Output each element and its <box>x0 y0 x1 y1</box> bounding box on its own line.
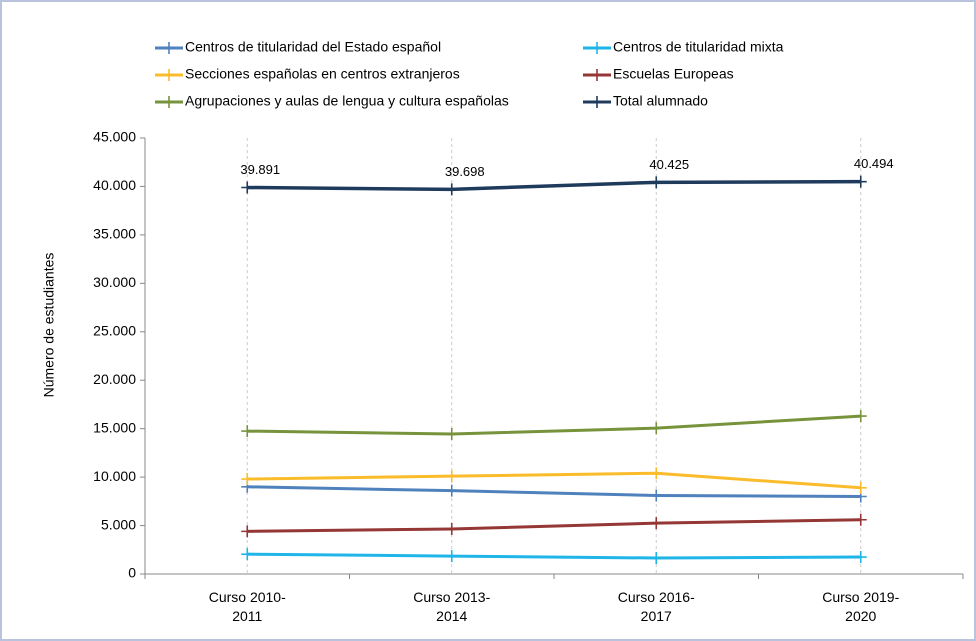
legend-marker <box>163 96 175 108</box>
point-marker <box>854 551 867 564</box>
point-marker <box>650 422 663 435</box>
point-marker <box>445 550 458 563</box>
data-label: 40.425 <box>649 157 689 172</box>
point-marker <box>241 548 254 561</box>
x-tick-label: Curso 2019-2020 <box>822 589 900 624</box>
point-marker <box>854 481 867 494</box>
y-tick-label: 20.000 <box>93 371 136 387</box>
series-line <box>247 414 861 436</box>
y-tick-label: 0 <box>128 565 136 581</box>
point-marker <box>241 525 254 538</box>
y-tick-label: 15.000 <box>93 419 136 435</box>
y-tick-label: 25.000 <box>93 322 136 338</box>
point-marker <box>650 552 663 565</box>
x-tick-label: Curso 2013-2014 <box>413 589 491 624</box>
point-marker <box>445 427 458 440</box>
y-tick-label: 5.000 <box>101 516 136 532</box>
point-marker <box>445 470 458 483</box>
data-label: 40.494 <box>854 156 894 171</box>
legend-marker <box>163 42 175 54</box>
point-marker <box>241 473 254 486</box>
legend-marker <box>591 69 603 81</box>
data-label: 39.891 <box>240 162 280 177</box>
point-marker <box>854 410 867 423</box>
series-line <box>247 552 861 560</box>
legend-marker <box>591 96 603 108</box>
legend-marker <box>163 69 175 81</box>
legend-marker <box>591 42 603 54</box>
y-axis-label: Número de estudiantes <box>41 253 57 398</box>
point-marker <box>445 183 458 196</box>
point-marker <box>650 176 663 189</box>
y-tick-label: 30.000 <box>93 274 136 290</box>
y-tick-label: 10.000 <box>93 468 136 484</box>
point-marker <box>854 513 867 526</box>
y-tick-label: 35.000 <box>93 226 136 242</box>
y-tick-label: 40.000 <box>93 177 136 193</box>
point-marker <box>445 484 458 497</box>
legend-label: Total alumnado <box>613 93 708 109</box>
legend-label: Escuelas Europeas <box>613 66 734 82</box>
series-line <box>247 179 861 192</box>
y-tick-label: 45.000 <box>93 129 136 145</box>
point-marker <box>241 425 254 438</box>
data-label: 39.698 <box>445 164 485 179</box>
legend-label: Agrupaciones y aulas de lengua y cultura… <box>185 93 509 109</box>
point-marker <box>241 181 254 194</box>
legend-label: Centros de titularidad del Estado españo… <box>185 39 441 55</box>
point-marker <box>650 489 663 502</box>
point-marker <box>445 522 458 535</box>
x-tick-label: Curso 2016-2017 <box>617 589 695 624</box>
point-marker <box>650 517 663 530</box>
x-tick-label: Curso 2010-2011 <box>208 589 286 624</box>
series-line <box>247 471 861 490</box>
series-line <box>247 485 861 498</box>
legend-label: Secciones españolas en centros extranjer… <box>185 66 460 82</box>
point-marker <box>854 175 867 188</box>
point-marker <box>650 467 663 480</box>
series-line <box>247 518 861 533</box>
legend-label: Centros de titularidad mixta <box>613 39 784 55</box>
